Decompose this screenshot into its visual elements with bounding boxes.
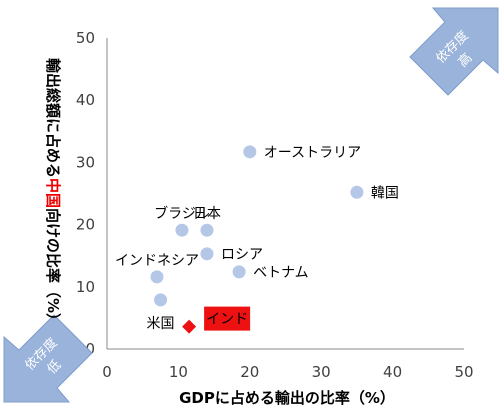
- point-label: ブラジル: [154, 205, 210, 222]
- highlight-point-label: インド: [206, 312, 248, 328]
- x-tick-label: 0: [102, 363, 112, 381]
- data-point: [232, 265, 246, 279]
- y-tick-label: 10: [76, 278, 95, 296]
- y-axis-title-part1: 輸出総額に占める: [44, 58, 62, 178]
- x-tick-label: 30: [312, 363, 331, 381]
- y-tick-label: 0: [85, 340, 95, 358]
- high-dependency-arrow: 依存度 高: [409, 7, 499, 96]
- y-axis-title-highlight: 中国: [44, 178, 62, 208]
- data-point: [150, 270, 164, 284]
- low-dependency-arrow: 依存度 低: [3, 314, 93, 403]
- y-tick-label: 20: [76, 216, 95, 234]
- y-axis-title: 輸出総額に占める中国向けの比率（%）: [44, 58, 62, 328]
- y-tick-label: 50: [76, 29, 95, 47]
- point-label: 韓国: [371, 185, 399, 201]
- tick-labels: 0 10 20 30 40 50 0 10 20 30 40 50: [76, 29, 474, 381]
- point-label: ロシア: [221, 247, 263, 263]
- x-axis-title: GDPに占める輸出の比率（%）: [179, 389, 395, 407]
- arrow-down-left-icon: [3, 314, 93, 403]
- y-axis-title-part2: 向けの比率（%）: [44, 208, 62, 328]
- x-tick-label: 50: [454, 363, 473, 381]
- x-tick-label: 20: [240, 363, 259, 381]
- data-point: [200, 223, 214, 237]
- point-label: 日本: [193, 206, 221, 222]
- point-label: ベトナム: [253, 265, 309, 281]
- x-tick-label: 10: [169, 363, 188, 381]
- x-tick-label: 40: [383, 363, 402, 381]
- highlight-point: [182, 319, 197, 334]
- data-point: [243, 145, 257, 159]
- point-label: 米国: [147, 316, 175, 332]
- point-label: オーストラリア: [264, 145, 361, 161]
- point-label: インドネシア: [115, 253, 199, 269]
- y-tick-label: 40: [76, 91, 95, 109]
- data-point: [175, 223, 189, 237]
- data-point: [200, 247, 214, 261]
- data-point: [350, 185, 364, 199]
- data-points: [150, 145, 364, 334]
- data-point: [154, 293, 168, 307]
- highlight-label-box: [204, 306, 251, 331]
- axes: [106, 38, 464, 350]
- y-tick-label: 30: [76, 153, 95, 171]
- arrow-up-right-icon: [409, 7, 499, 96]
